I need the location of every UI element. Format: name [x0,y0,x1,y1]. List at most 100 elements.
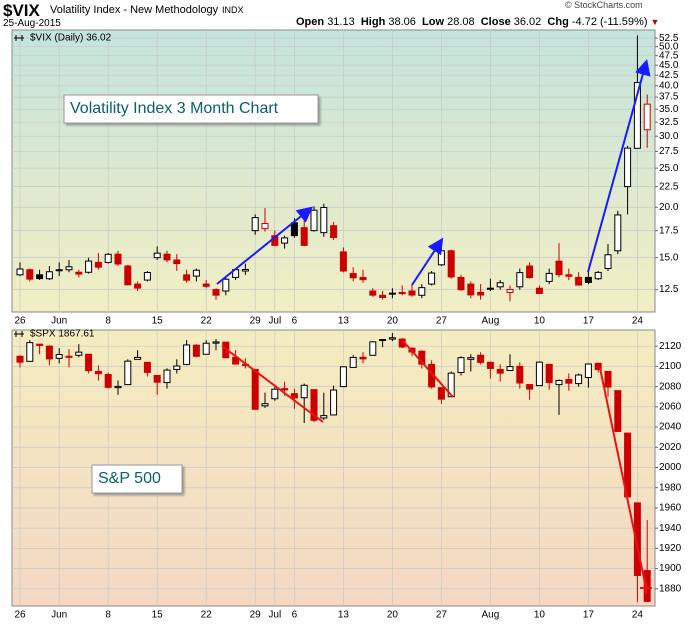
label: Open [296,16,325,28]
candle-body [281,237,289,244]
trend-lines [216,59,652,594]
header: $VIX Volatility Index - New Methodology … [0,0,700,30]
candle-body [320,415,328,419]
y-tick-label: 17.5 [659,225,679,236]
annotation-box [63,94,319,124]
y-tick-label: 2000 [659,462,682,473]
y-tick-label: 30.0 [659,131,679,142]
candle-body [614,390,622,432]
candle-body [290,393,298,399]
candle-body [134,356,142,360]
candle-body [114,385,122,389]
candle-body [36,343,44,346]
candle-body [173,259,181,265]
trend-arrow [411,237,444,286]
candle-body [545,363,553,383]
candle-body [290,222,298,237]
candle-body [153,252,161,259]
annotation: Volatility Index 3 Month Chart [63,94,319,124]
y-tick-label: 27.5 [659,146,679,157]
candle-body [506,366,514,371]
y-tick-label: 1960 [659,503,682,514]
candle-body [163,369,171,384]
y-tick-label: 1880 [659,583,682,594]
candle-body [192,344,200,357]
candle-body [379,339,387,342]
candle-body [457,357,465,373]
x-tick-label: 26 [14,610,26,621]
y-tick-label: 42.5 [659,70,679,81]
candle-body [300,384,308,399]
x-tick-label: Jun [51,610,67,621]
symbol: $VIX [3,1,40,20]
candle-body [26,269,34,280]
down-arrow: ▼ [650,17,660,27]
candle-body [85,260,93,273]
candle-body [330,389,338,416]
legend-icon [14,35,24,41]
legend: $SPX 1867.61 [30,329,95,340]
y-tick-label: 2060 [659,401,682,412]
x-tick-label: 13 [338,316,350,327]
candle-body [369,341,377,356]
y-tick-label: 25.0 [659,163,679,174]
x-tick-label: 27 [436,610,448,621]
candle-body [114,253,122,265]
y-tick-label: 2020 [659,442,682,453]
trend-end [640,582,652,594]
y-tick-label: 35.0 [659,104,679,115]
candle-body [457,276,465,291]
candle-body [359,276,367,281]
x-tick-label: 10 [534,316,546,327]
x-tick-label: 29 [250,610,262,621]
candle-body [55,354,63,359]
candle-body [281,388,289,391]
candle-body [94,261,102,268]
y-tick-label: 12.5 [659,284,679,295]
candle-body [555,379,563,386]
candle-body [192,269,200,277]
candle-body [16,355,24,363]
candle-body [45,345,53,360]
y-tick-label: 1980 [659,482,682,493]
candle-body [633,502,641,576]
candle-body [251,368,259,410]
candle-body [506,288,514,293]
candle-body [202,342,210,355]
candle-body [143,361,151,373]
y-tick-label: 45.0 [659,60,679,71]
y-tick-label: 32.5 [659,117,679,128]
label: Low [422,16,445,28]
candle-body [222,278,230,292]
candle-body [428,272,436,285]
candle-body [408,290,416,296]
y-tick-label: 20.0 [659,202,679,213]
annotation: S&P 500 [91,464,183,494]
candle-body [447,250,455,278]
x-tick-label: Jul [268,610,281,621]
x-tick-label: 15 [152,610,164,621]
candle-body [584,363,592,379]
candle-body [339,251,347,272]
candle-body [594,271,602,280]
y-tick-label: 22.5 [659,181,679,192]
x-tick-label: 13 [338,610,350,621]
value: 38.06 [388,16,416,28]
candle-body [271,388,279,400]
candle-body [320,207,328,234]
candle-body [584,276,592,283]
candle-body [261,403,269,407]
x-tick-label: 22 [201,610,213,621]
x-tick-label: Aug [482,610,500,621]
label: Close [480,16,511,28]
candle-body [486,361,494,369]
y-tick-label: 2100 [659,361,682,372]
candle-body [575,276,583,286]
x-tick-label: 24 [632,610,644,621]
candle-body [94,370,102,375]
ohlc: Open 31.13 High 38.06 Low 28.08 Close 36… [296,16,659,28]
label: Chg [547,16,569,28]
candle-body [36,274,44,280]
candle-body [310,389,318,421]
